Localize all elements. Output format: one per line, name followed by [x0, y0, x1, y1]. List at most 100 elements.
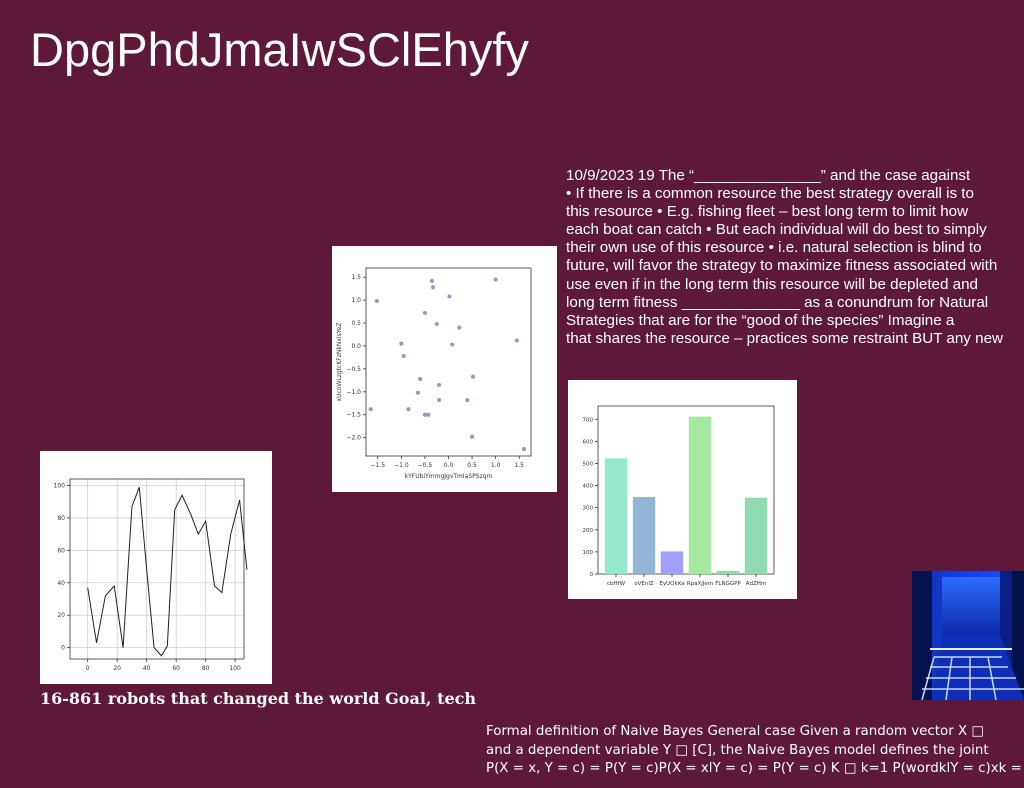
- bar: [604, 458, 628, 574]
- scatter-point: [436, 382, 442, 388]
- x-tick-label: 40: [143, 665, 151, 672]
- body-line: that shares the resource – practices som…: [566, 329, 1003, 347]
- scatter-point: [493, 277, 498, 282]
- scatter-point: [514, 338, 519, 343]
- plot-frame: [597, 405, 775, 575]
- x-tick-label: 1.5: [514, 462, 524, 469]
- x-tick-label: 80: [202, 665, 210, 672]
- scatter-point: [422, 310, 428, 316]
- scatter-point: [401, 353, 406, 359]
- scatter-point: [426, 412, 431, 417]
- x-tick-label: AdZHm: [746, 581, 766, 587]
- y-tick-label: 60: [57, 547, 65, 554]
- x-tick-label: 0.0: [444, 462, 454, 469]
- body-line: 10/9/2023 19 The “_______________” and t…: [566, 167, 971, 184]
- bar: [744, 497, 768, 574]
- body-line: future, will favor the strategy to maxim…: [566, 257, 998, 275]
- bar: [688, 416, 712, 574]
- scatter-point: [429, 278, 435, 283]
- x-tick-label: 1.0: [491, 462, 501, 469]
- y-tick-label: 0.5: [351, 320, 361, 327]
- y-axis-label: xUcoWLzgtcKFzNkNxIsYeZ: [336, 323, 343, 402]
- y-tick-label: 80: [57, 515, 65, 522]
- bottom-line: and a dependent variable Y □ [C], the Na…: [486, 742, 989, 758]
- bottom-text: Formal definition of Naive Bayes General…: [486, 723, 1024, 779]
- body-line: their own use of this resource • i.e. na…: [566, 239, 982, 257]
- y-tick-label: 100: [54, 482, 66, 489]
- x-tick-label: 20: [113, 665, 121, 672]
- body-line: Strategies that are for the “good of the…: [566, 311, 955, 329]
- bar-chart-panel: 0 100 200 300 400 500 600 700 cbHfW oVEnlZ EyUOkKa…: [568, 380, 797, 599]
- y-tick-label: −0.5: [346, 366, 361, 373]
- y-tick-label: 20: [57, 612, 65, 619]
- line-chart: 0 20 40 60 80 100 0 20 40 60 80 100: [54, 478, 248, 672]
- scatter-point: [406, 407, 411, 412]
- x-tick-label: RpaXjJem: [687, 581, 713, 587]
- x-tick-label: 100: [229, 665, 241, 672]
- body-text: 10/9/2023 19 The “_______________” and t…: [566, 167, 1024, 348]
- scatter-point: [399, 341, 404, 346]
- y-tick-label: 0.0: [351, 343, 361, 350]
- x-tick-label: 60: [172, 665, 180, 672]
- scatter-point: [368, 407, 373, 412]
- body-line: this resource • E.g. fishing fleet – bes…: [566, 203, 969, 221]
- x-tick-label: −1.5: [370, 462, 385, 469]
- y-tick-label: 300: [583, 506, 594, 512]
- slide-title: DpgPhdJmaIwSClEhyfy: [30, 23, 529, 76]
- scatter-point: [450, 342, 455, 347]
- scatter-point: [430, 285, 436, 290]
- bottom-line: P(X = x, Y = c) = P(Y = c)P(X = xlY = c)…: [486, 761, 1022, 776]
- y-tick-label: 700: [583, 417, 594, 423]
- body-line: • If there is a common resource the best…: [566, 185, 974, 203]
- y-tick-label: −1.0: [346, 389, 361, 396]
- y-tick-label: 400: [583, 484, 594, 490]
- scatter-chart-panel: −1.5 −1.0 −0.5 0.0 0.5 1.0 1.5 −2.0 −1.5 −1.0 −0.5…: [332, 246, 557, 492]
- x-tick-label: FLNGGPP: [715, 581, 741, 587]
- scatter-point: [457, 325, 462, 330]
- photo-drawing: [912, 571, 1024, 700]
- scatter-point: [521, 447, 527, 452]
- bar: [660, 551, 684, 574]
- scatter-point: [470, 374, 476, 379]
- x-axis-label: kYFUbiYmmgJgvTmIaSPSzqm: [405, 473, 493, 480]
- y-tick-label: 100: [583, 550, 594, 556]
- y-tick-label: 600: [583, 439, 594, 445]
- y-tick-label: 1.0: [351, 297, 361, 304]
- plot-frame: [69, 478, 245, 660]
- body-line: use even if in the long term this resour…: [566, 275, 978, 293]
- y-tick-label: −1.5: [346, 412, 361, 419]
- x-tick-label: −0.5: [418, 462, 433, 469]
- scatter-point: [434, 321, 439, 327]
- scatter-point: [447, 294, 452, 299]
- bar: [716, 570, 740, 574]
- scatter-chart: −1.5 −1.0 −0.5 0.0 0.5 1.0 1.5 −2.0 −1.5 −1.0 −0.5…: [336, 267, 532, 480]
- bar-chart: 0 100 200 300 400 500 600 700 cbHfW oVEnlZ EyUOkKa…: [583, 405, 775, 587]
- y-tick-label: 500: [583, 461, 594, 467]
- scatter-point: [469, 434, 475, 439]
- scatter-point: [415, 390, 420, 395]
- x-tick-label: oVEnlZ: [634, 581, 654, 587]
- scatter-point: [436, 397, 442, 403]
- x-tick-label: 0.5: [467, 462, 477, 469]
- bottom-line: Formal definition of Naive Bayes General…: [486, 724, 985, 739]
- data-line: [87, 486, 248, 657]
- bar: [632, 497, 656, 574]
- scatter-point: [374, 298, 379, 304]
- body-line: each boat can catch • But each individua…: [566, 221, 987, 239]
- x-tick-label: −1.0: [394, 462, 409, 469]
- y-tick-label: 0: [590, 572, 594, 578]
- scatter-point: [465, 397, 470, 403]
- line-chart-panel: 0 20 40 60 80 100 0 20 40 60 80 100: [40, 451, 272, 684]
- x-tick-label: EyUOkKa: [659, 581, 684, 587]
- image-caption: 16-861 robots that changed the world Goa…: [40, 689, 477, 708]
- x-tick-label: cbHfW: [607, 581, 626, 587]
- body-line: long term fitness ______________ as a co…: [566, 293, 989, 311]
- scatter-point: [422, 412, 428, 417]
- x-tick-label: 0: [86, 665, 90, 672]
- y-tick-label: 200: [583, 528, 594, 534]
- y-tick-label: −2.0: [346, 435, 361, 442]
- y-tick-label: 40: [57, 580, 65, 587]
- y-tick-label: 0: [61, 645, 65, 652]
- y-tick-label: 1.5: [351, 274, 361, 281]
